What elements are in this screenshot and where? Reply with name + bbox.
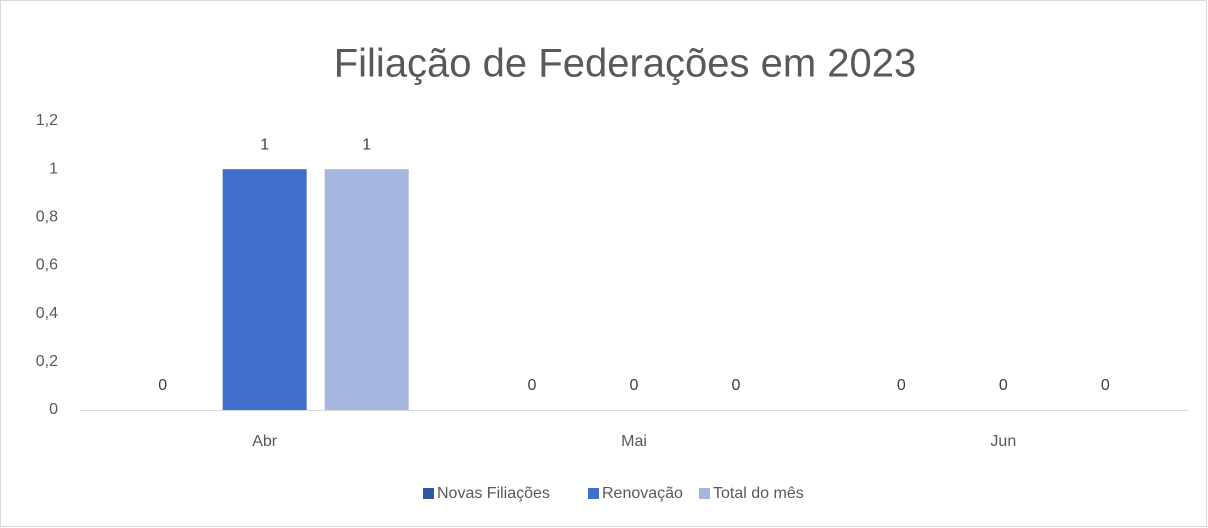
y-tick-label: 0,6 bbox=[36, 257, 58, 274]
legend-swatch bbox=[588, 488, 599, 499]
legend-swatch bbox=[699, 488, 710, 499]
legend-label: Novas Filiações bbox=[437, 485, 550, 502]
y-tick-label: 0,8 bbox=[36, 209, 58, 226]
x-tick-label: Jun bbox=[990, 433, 1016, 450]
legend-label: Renovação bbox=[602, 485, 683, 502]
data-label: 0 bbox=[1101, 377, 1110, 394]
y-tick-label: 1 bbox=[49, 160, 58, 177]
data-label: 0 bbox=[732, 377, 741, 394]
y-tick-label: 0,2 bbox=[36, 353, 58, 370]
data-label: 0 bbox=[630, 377, 639, 394]
legend-label: Total do mês bbox=[713, 485, 804, 502]
data-label: 0 bbox=[999, 377, 1008, 394]
legend-swatch bbox=[423, 488, 434, 499]
x-tick-label: Mai bbox=[621, 433, 647, 450]
y-tick-label: 0 bbox=[49, 401, 58, 418]
y-tick-label: 0,4 bbox=[36, 305, 58, 322]
data-label: 0 bbox=[158, 377, 167, 394]
data-label: 0 bbox=[897, 377, 906, 394]
x-tick-label: Abr bbox=[252, 433, 278, 450]
bar bbox=[324, 169, 409, 410]
data-label: 1 bbox=[260, 136, 269, 153]
y-tick-label: 1,2 bbox=[36, 112, 58, 129]
chart-title: Filiação de Federações em 2023 bbox=[334, 42, 917, 86]
bar bbox=[222, 169, 307, 410]
data-label: 0 bbox=[528, 377, 537, 394]
data-label: 1 bbox=[362, 136, 371, 153]
